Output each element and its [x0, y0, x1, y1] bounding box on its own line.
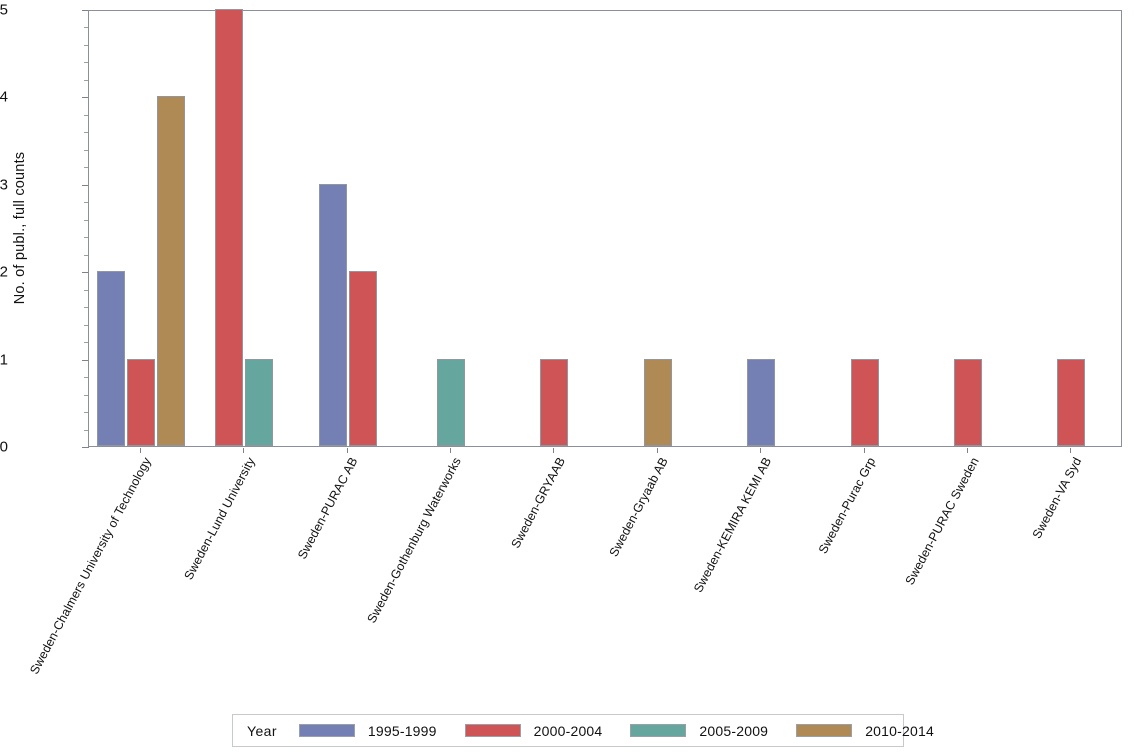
bar	[156, 96, 185, 446]
y-minor-tick	[84, 342, 89, 343]
bar	[747, 358, 776, 446]
x-tick-mark	[1070, 448, 1071, 453]
y-minor-tick	[84, 115, 89, 116]
y-axis-title: No. of publ., full counts	[12, 151, 28, 305]
x-tick-mark	[967, 448, 968, 453]
legend-color-swatch	[796, 724, 853, 737]
x-tick-mark	[140, 448, 141, 453]
y-minor-tick	[84, 255, 89, 256]
legend-label: 2010-2014	[865, 722, 934, 739]
y-major-tick	[82, 447, 89, 448]
x-tick-label: Sweden-Gothenburg Waterworks	[364, 455, 465, 626]
y-minor-tick	[84, 167, 89, 168]
bar	[126, 358, 155, 446]
y-tick-label: 1	[0, 351, 8, 369]
legend-title: Year	[247, 722, 277, 739]
legend-entry[interactable]: 2000-2004	[464, 722, 603, 739]
y-minor-tick	[84, 412, 89, 413]
y-minor-tick	[84, 325, 89, 326]
bar	[348, 271, 377, 446]
bar	[540, 358, 569, 446]
bar	[215, 9, 244, 446]
x-tick-mark	[450, 448, 451, 453]
legend-color-swatch	[298, 724, 355, 737]
y-major-tick	[82, 185, 89, 186]
bar	[318, 183, 347, 446]
y-minor-tick	[84, 430, 89, 431]
bar	[96, 271, 125, 446]
y-major-tick	[82, 10, 89, 11]
y-major-tick	[82, 360, 89, 361]
x-tick-mark	[553, 448, 554, 453]
y-minor-tick	[84, 395, 89, 396]
legend-entry[interactable]: 1995-1999	[298, 722, 437, 739]
y-minor-tick	[84, 132, 89, 133]
y-tick-label: 4	[0, 88, 8, 106]
y-minor-tick	[84, 45, 89, 46]
x-tick-label: Sweden-PURAC AB	[295, 455, 361, 562]
bar	[953, 358, 982, 446]
x-tick-mark	[760, 448, 761, 453]
y-minor-tick	[84, 62, 89, 63]
x-tick-label: Sweden-GRYAAB	[508, 455, 568, 551]
y-major-tick	[82, 97, 89, 98]
legend-color-swatch	[630, 724, 687, 737]
x-tick-label: Sweden-Purac Grp	[815, 455, 878, 557]
y-minor-tick	[84, 150, 89, 151]
y-tick-label: 0	[0, 438, 8, 456]
y-tick-label: 2	[0, 263, 8, 281]
x-tick-label: Sweden-Chalmers University of Technology	[27, 455, 155, 677]
y-minor-tick	[84, 220, 89, 221]
legend-entry[interactable]: 2010-2014	[796, 723, 934, 739]
y-minor-tick	[84, 307, 89, 308]
chart-legend: Year 1995-1999 2000-2004 2005-2009 2010-201…	[232, 714, 934, 747]
y-major-tick	[82, 272, 89, 273]
legend-color-swatch	[464, 724, 521, 737]
x-tick-label: Sweden-Lund University	[181, 455, 258, 583]
legend-label: 2005-2009	[699, 722, 769, 739]
legend-entries: 1995-1999 2000-2004 2005-2009 2010-2014	[298, 722, 962, 739]
legend-label: 2000-2004	[533, 722, 603, 739]
y-minor-tick	[84, 80, 89, 81]
x-tick-label: Sweden-KEMIRA KEMI AB	[691, 455, 775, 595]
legend-label: 1995-1999	[367, 722, 437, 739]
y-minor-tick	[84, 377, 89, 378]
bar	[643, 358, 672, 446]
y-minor-tick	[84, 290, 89, 291]
bar	[850, 358, 879, 446]
y-minor-tick	[84, 27, 89, 28]
x-tick-mark	[243, 448, 244, 453]
y-minor-tick	[84, 202, 89, 203]
bar	[436, 358, 465, 446]
bar	[245, 358, 274, 446]
legend-entry[interactable]: 2005-2009	[630, 723, 768, 739]
x-tick-label: Sweden-PURAC Sweden	[902, 455, 982, 588]
bar	[1057, 358, 1086, 446]
x-tick-label: Sweden-Gryaab AB	[606, 455, 672, 560]
plot-area	[88, 9, 1122, 447]
y-tick-label: 5	[0, 1, 8, 19]
x-tick-mark	[347, 448, 348, 453]
x-tick-mark	[864, 448, 865, 453]
x-tick-mark	[657, 448, 658, 453]
x-tick-label: Sweden-VA Syd	[1030, 455, 1085, 541]
y-tick-label: 3	[0, 176, 8, 194]
y-minor-tick	[84, 237, 89, 238]
